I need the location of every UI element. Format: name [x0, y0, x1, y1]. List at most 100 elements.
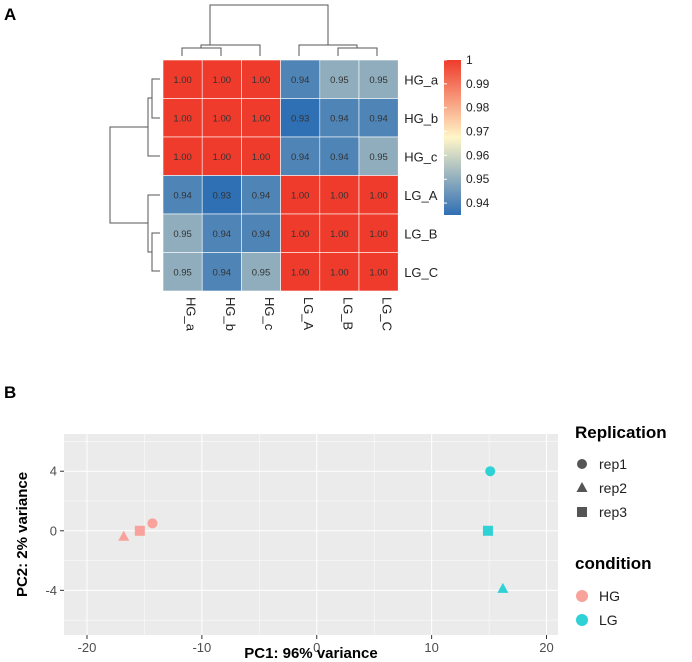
pca-y-tick-label: -4 [45, 583, 57, 598]
heatmap-cell-label: 0.94 [213, 267, 232, 278]
heatmap-cell [201, 59, 242, 99]
heatmap-cell-label: 0.95 [330, 75, 349, 86]
heatmap-row-label: LG_C [404, 265, 438, 280]
heatmap-cell [201, 136, 242, 176]
pca-x-tick-label: -20 [78, 640, 97, 655]
heatmap-cell-label: 0.94 [252, 229, 271, 240]
heatmap-cell-label: 1.00 [369, 267, 388, 278]
heatmap-col-label: LG_B [340, 297, 355, 330]
heatmap-cell [241, 175, 281, 215]
colorbar-tick-label: 0.98 [466, 101, 490, 115]
pca-x-axis-label: PC1: 96% variance [244, 645, 377, 662]
heatmap-col-label: HG_b [223, 297, 238, 331]
legend-replication-label: rep2 [599, 480, 627, 496]
heatmap-cell-label: 0.94 [330, 113, 349, 124]
heatmap-cell-label: 1.00 [330, 190, 349, 201]
heatmap-cell-label: 1.00 [369, 229, 388, 240]
legend-condition-key [576, 590, 588, 602]
heatmap-cell [358, 98, 399, 138]
heatmap-panel: 1.00 1.00 1.00 0.94 0.95 0.95 1.00 1.00 1.00 0.93… [109, 4, 439, 332]
colorbar-tick-label: 0.97 [466, 125, 490, 139]
heatmap-cell-label: 1.00 [291, 229, 310, 240]
heatmap-cell [358, 136, 399, 176]
heatmap-row-label: HG_a [404, 72, 439, 87]
heatmap-cell-label: 0.95 [252, 267, 271, 278]
heatmap-cell-label: 1.00 [291, 267, 310, 278]
heatmap-cell [162, 59, 203, 99]
pca-panel: -20 -10 0 10 20 -4 0 4 PC1: 96% variance PC2: 2% … [14, 434, 558, 662]
heatmap-col-label: LG_C [380, 297, 395, 331]
legend-condition-key [576, 614, 588, 626]
heatmap-cell-label: 0.94 [369, 113, 388, 124]
heatmap-cell [280, 98, 321, 138]
dendrogram-branch [200, 44, 261, 56]
colorbar-tick-label: 0.96 [466, 148, 490, 162]
heatmap-cell-label: 1.00 [330, 229, 349, 240]
dendrogram-branch [209, 4, 329, 45]
heatmap-cell-label: 1.00 [173, 113, 192, 124]
dendrogram-branch [298, 44, 358, 56]
legend-replication-key [577, 459, 587, 469]
heatmap-cell [319, 252, 360, 292]
heatmap-cell-label: 1.00 [252, 113, 271, 124]
heatmap-row-label: HG_b [404, 111, 438, 126]
heatmap-cell-label: 0.93 [213, 190, 232, 201]
heatmap-cell-label: 0.95 [173, 229, 192, 240]
panel-label-b: B [4, 383, 16, 402]
pca-point [482, 525, 493, 536]
heatmap-cell [280, 175, 321, 215]
pca-x-tick-label: 0 [313, 640, 320, 655]
legend-condition-label: HG [599, 588, 620, 604]
heatmap-cell-label: 1.00 [330, 267, 349, 278]
heatmap-cell [280, 252, 321, 292]
heatmap-cell [241, 59, 281, 99]
heatmap-cell-label: 0.94 [291, 152, 310, 163]
heatmap-col-label: LG_A [301, 297, 316, 331]
heatmap-cell-label: 0.95 [369, 75, 388, 86]
dendrogram-branch [109, 126, 148, 224]
legend-replication-label: rep3 [599, 504, 627, 520]
pca-point [118, 530, 130, 541]
heatmap-cell-label: 0.94 [330, 152, 349, 163]
colorbar-tick-label: 0.95 [466, 172, 490, 186]
panel-label-a: A [4, 5, 16, 24]
heatmap-cell [358, 175, 399, 215]
heatmap-cell-label: 0.94 [252, 190, 271, 201]
heatmap-cell [162, 175, 203, 215]
legend-condition-title: condition [575, 554, 651, 573]
heatmap-cell [358, 213, 399, 253]
heatmap-cell-label: 1.00 [173, 152, 192, 163]
pca-y-axis-label: PC2: 2% variance [14, 472, 31, 597]
heatmap-cell [280, 59, 321, 99]
pca-legends: Replication rep1 rep2 rep3 condition HG LG [575, 423, 667, 628]
pca-x-tick-label: 10 [424, 640, 438, 655]
heatmap-colorbar: 1 0.99 0.98 0.97 0.96 0.95 0.94 [444, 53, 490, 215]
legend-replication-title: Replication [575, 423, 667, 442]
heatmap-cell-label: 0.94 [213, 229, 232, 240]
heatmap-cell-label: 0.95 [369, 152, 388, 163]
colorbar-tick-label: 1 [466, 53, 473, 67]
heatmap-row-label: LG_B [404, 226, 437, 241]
heatmap-cell [319, 175, 360, 215]
heatmap-cell [358, 59, 399, 99]
heatmap-cell [319, 213, 360, 253]
legend-replication-key [576, 482, 588, 492]
dendrogram-branch [151, 232, 160, 272]
heatmap-cell [201, 98, 242, 138]
heatmap-cell [162, 213, 203, 253]
heatmap-cell-label: 1.00 [213, 75, 232, 86]
heatmap-cell-label: 0.93 [291, 113, 310, 124]
dendrogram-branch [181, 47, 222, 56]
heatmap-cell-label: 1.00 [213, 152, 232, 163]
dendrogram-branch [147, 194, 160, 253]
pca-plot-background [64, 434, 558, 635]
pca-x-tick-label: -10 [192, 640, 211, 655]
pca-point [485, 466, 496, 477]
heatmap-row-label: HG_c [404, 149, 438, 164]
colorbar-tick-label: 0.94 [466, 196, 490, 210]
dendrogram-branch [151, 78, 160, 119]
heatmap-cell [280, 213, 321, 253]
heatmap-cell [162, 252, 203, 292]
heatmap-cell [280, 136, 321, 176]
